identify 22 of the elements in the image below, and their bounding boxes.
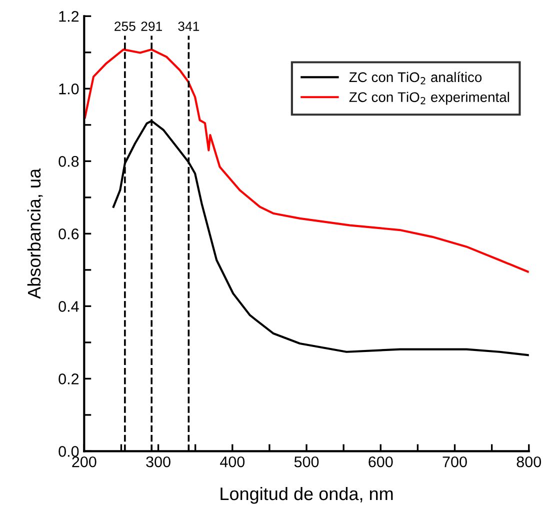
y-tick-label: 0.6: [58, 228, 79, 240]
x-axis-title: Longitud de onda, nm: [220, 486, 393, 504]
y-tick-label: 0.4: [58, 301, 79, 312]
x-tick-label: 400: [220, 456, 245, 468]
y-tick-label: 0.8: [58, 156, 79, 167]
y-tick-label: 1.2: [59, 11, 79, 22]
y-tick-label: 1.0: [59, 84, 79, 94]
y-tick-label: 0.2: [58, 374, 79, 384]
legend-label: ZC con TiO$_{2}$ experimental: [349, 92, 510, 105]
x-tick-label: 300: [146, 456, 170, 468]
legend-label: ZC con TiO$_{2}$ analítico: [349, 72, 482, 84]
x-tick-label: 500: [294, 456, 319, 468]
y-tick-label: 0.0: [58, 446, 79, 457]
ref-line-label: 255: [114, 22, 136, 31]
ref-line-label: 341: [178, 22, 200, 31]
y-axis-title: Absorbancia, ua: [27, 168, 43, 299]
x-tick-label: 700: [442, 456, 467, 468]
x-tick-label: 600: [368, 456, 393, 468]
x-tick-label: 200: [72, 456, 96, 468]
x-tick-label: 800: [516, 456, 542, 468]
ref-line-label: 291: [141, 22, 162, 31]
line-series: [84, 48, 529, 273]
